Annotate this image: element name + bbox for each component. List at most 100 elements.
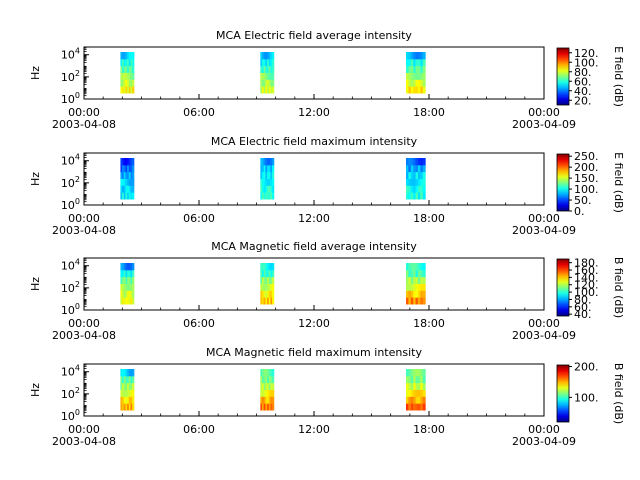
spectrogram-cell (128, 65, 131, 73)
spectrogram-cell (127, 79, 130, 87)
spectrogram-cell (263, 164, 266, 173)
spectrogram-cell (132, 79, 135, 87)
spectrogram-cell (420, 403, 424, 411)
spectrogram-cell (262, 290, 265, 298)
spectrogram-cell (130, 86, 133, 94)
spectrogram-segment (120, 52, 135, 94)
spectrogram-cell (127, 389, 130, 397)
spectrogram-cell (410, 269, 414, 278)
spectrogram-cell (420, 369, 424, 377)
x-date-label: 2003-04-08 (52, 435, 116, 448)
spectrogram-cell (270, 192, 273, 200)
spectrogram-cell (263, 297, 266, 305)
x-tick-label: 00:00 (528, 212, 560, 225)
spectrogram-cell (262, 403, 265, 411)
spectrogram-cell (122, 276, 125, 284)
spectrogram-cell (267, 269, 270, 278)
spectrogram-cell (270, 178, 273, 186)
spectrogram-cell (420, 58, 424, 67)
spectrogram-cell (260, 86, 263, 94)
spectrogram-cell (260, 171, 263, 179)
spectrogram-cell (420, 382, 424, 390)
spectrogram-cell (420, 65, 424, 73)
spectrogram-cell (406, 58, 409, 67)
spectrogram-cell (123, 297, 126, 305)
spectrogram-cell (120, 375, 123, 384)
spectrogram-cell (270, 263, 273, 271)
spectrogram-cell (270, 171, 273, 179)
panel-4: MCA Magnetic field maximum intensity 100 1… (29, 346, 625, 448)
spectrogram-cell (267, 290, 270, 298)
spectrogram-cell (260, 192, 263, 200)
spectrogram-cell (422, 65, 426, 73)
spectrogram-cell (260, 276, 263, 284)
spectrogram-cell (420, 290, 424, 298)
spectrogram-cell (262, 164, 265, 173)
spectrogram-cell (422, 283, 426, 291)
spectrogram-cell (420, 192, 424, 200)
spectrogram-cell (122, 72, 125, 80)
spectrogram-cell (127, 297, 130, 305)
spectrogram-cell (270, 185, 273, 193)
spectrogram-cell (410, 185, 414, 193)
spectrogram-cell (422, 79, 426, 87)
spectrogram-cell (127, 185, 130, 193)
spectrogram-cell (262, 86, 265, 94)
spectrogram-segment (260, 369, 275, 411)
spectrogram-cell (132, 52, 135, 60)
spectrogram-cell (270, 389, 273, 397)
spectrogram-cell (128, 276, 131, 284)
colorbar-tick-label: 100. (574, 391, 599, 404)
spectrogram-cell (130, 52, 133, 60)
spectrogram-cell (408, 382, 412, 390)
spectrogram-cell (408, 52, 412, 60)
spectrogram-cell (406, 185, 409, 193)
spectrogram-cell (415, 403, 419, 411)
spectrogram-cell (127, 403, 130, 411)
spectrogram-cell (422, 389, 426, 397)
spectrogram-cell (268, 158, 271, 166)
spectrogram-cell (270, 369, 273, 377)
spectrogram-cell (420, 72, 424, 80)
spectrogram-cell (408, 269, 412, 278)
x-date-label: 2003-04-08 (52, 224, 116, 237)
spectrogram-cell (263, 72, 266, 80)
spectrogram-cell (260, 396, 263, 404)
spectrogram-cell (406, 192, 409, 200)
spectrogram-cell (122, 86, 125, 94)
spectrogram-cell (127, 369, 130, 377)
spectrogram-cell (422, 171, 426, 179)
spectrogram-cell (123, 375, 126, 384)
spectrogram-cell (132, 369, 135, 377)
spectrogram-cell (120, 79, 123, 87)
spectrogram-cell (268, 382, 271, 390)
spectrogram-cell (127, 158, 130, 166)
spectrogram-cell (413, 185, 417, 193)
spectrogram-cell (268, 276, 271, 284)
spectrogram-cell (122, 171, 125, 179)
y-tick-label: 102 (61, 280, 80, 295)
spectrogram-cell (127, 276, 130, 284)
spectrogram-cell (263, 269, 266, 278)
spectrogram-cell (420, 283, 424, 291)
spectrogram-cell (417, 375, 421, 384)
spectrogram-cell (263, 396, 266, 404)
spectrogram-cell (408, 403, 412, 411)
spectrogram-cell (267, 65, 270, 73)
spectrogram-cell (260, 79, 263, 87)
spectrogram-cell (410, 52, 414, 60)
spectrogram-cell (262, 369, 265, 377)
spectrogram-cell (413, 297, 417, 305)
spectrogram-cell (410, 72, 414, 80)
spectrogram-cell (406, 178, 409, 186)
spectrogram-cell (272, 283, 275, 291)
spectrogram-cell (270, 164, 273, 173)
spectrogram-segment (120, 369, 135, 411)
spectrogram-cell (128, 382, 131, 390)
spectrogram-cell (422, 263, 426, 271)
spectrogram-cell (265, 375, 268, 384)
spectrogram-cell (406, 375, 409, 384)
spectrogram-cell (406, 86, 409, 94)
spectrogram-cell (422, 269, 426, 278)
y-tick-label: 100 (61, 197, 80, 212)
